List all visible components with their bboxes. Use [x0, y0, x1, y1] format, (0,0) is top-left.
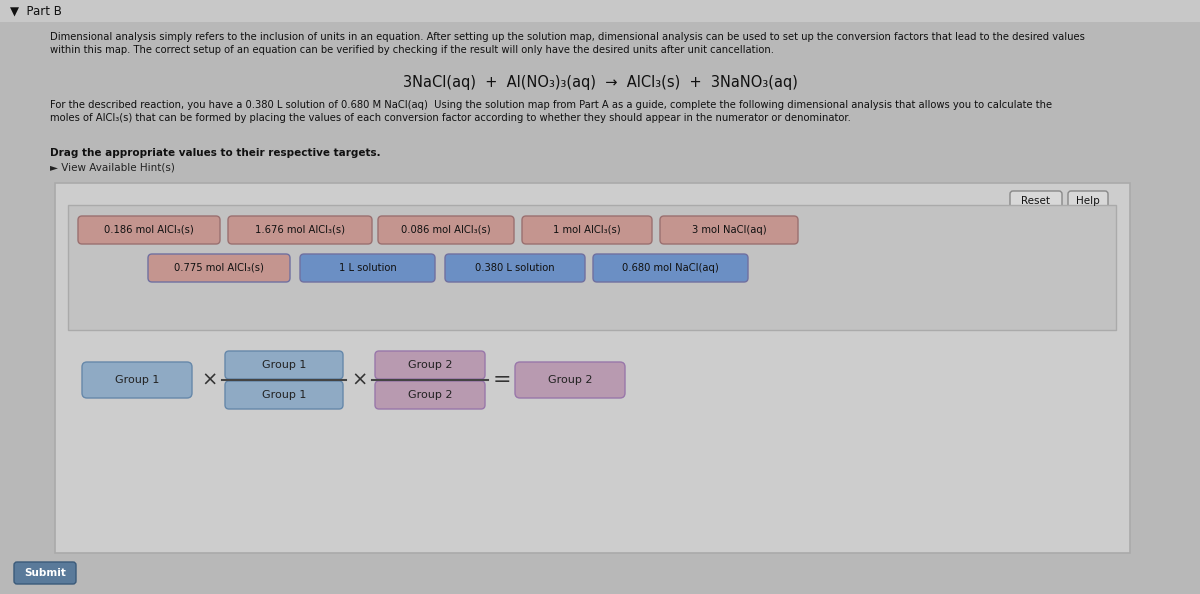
Text: 3 mol NaCl(aq): 3 mol NaCl(aq) — [691, 225, 767, 235]
FancyBboxPatch shape — [522, 216, 652, 244]
Bar — [55, 183, 1130, 553]
Text: Help: Help — [1076, 196, 1100, 206]
Text: ► View Available Hint(s): ► View Available Hint(s) — [50, 163, 175, 173]
FancyBboxPatch shape — [300, 254, 436, 282]
FancyBboxPatch shape — [78, 216, 220, 244]
FancyBboxPatch shape — [593, 254, 748, 282]
Text: ×: × — [352, 371, 368, 390]
Text: 1.676 mol AlCl₃(s): 1.676 mol AlCl₃(s) — [256, 225, 346, 235]
FancyBboxPatch shape — [1068, 191, 1108, 211]
FancyBboxPatch shape — [1010, 191, 1062, 211]
FancyBboxPatch shape — [148, 254, 290, 282]
Text: 1 L solution: 1 L solution — [338, 263, 396, 273]
FancyBboxPatch shape — [660, 216, 798, 244]
FancyBboxPatch shape — [515, 362, 625, 398]
FancyBboxPatch shape — [14, 562, 76, 584]
Text: Drag the appropriate values to their respective targets.: Drag the appropriate values to their res… — [50, 148, 380, 158]
Text: Dimensional analysis simply refers to the inclusion of units in an equation. Aft: Dimensional analysis simply refers to th… — [50, 32, 1085, 55]
Text: 0.086 mol AlCl₃(s): 0.086 mol AlCl₃(s) — [401, 225, 491, 235]
Text: 0.775 mol AlCl₃(s): 0.775 mol AlCl₃(s) — [174, 263, 264, 273]
Text: 0.380 L solution: 0.380 L solution — [475, 263, 554, 273]
FancyBboxPatch shape — [374, 381, 485, 409]
Text: Group 1: Group 1 — [262, 360, 306, 370]
Text: Group 2: Group 2 — [547, 375, 593, 385]
Text: Submit: Submit — [24, 568, 66, 578]
FancyBboxPatch shape — [228, 216, 372, 244]
Text: 0.680 mol NaCl(aq): 0.680 mol NaCl(aq) — [622, 263, 719, 273]
Text: 3NaCl(aq)  +  Al(NO₃)₃(aq)  →  AlCl₃(s)  +  3NaNO₃(aq): 3NaCl(aq) + Al(NO₃)₃(aq) → AlCl₃(s) + 3N… — [402, 75, 798, 90]
FancyBboxPatch shape — [226, 381, 343, 409]
FancyBboxPatch shape — [445, 254, 586, 282]
FancyBboxPatch shape — [226, 351, 343, 379]
Text: Group 2: Group 2 — [408, 390, 452, 400]
Text: 0.186 mol AlCl₃(s): 0.186 mol AlCl₃(s) — [104, 225, 194, 235]
Text: Reset: Reset — [1021, 196, 1050, 206]
FancyBboxPatch shape — [82, 362, 192, 398]
Text: For the described reaction, you have a 0.380 L solution of 0.680 M NaCl(aq)  Usi: For the described reaction, you have a 0… — [50, 100, 1052, 123]
Text: 1 mol AlCl₃(s): 1 mol AlCl₃(s) — [553, 225, 620, 235]
Text: =: = — [493, 370, 511, 390]
Text: Group 2: Group 2 — [408, 360, 452, 370]
Bar — [68, 205, 1116, 330]
FancyBboxPatch shape — [374, 351, 485, 379]
Text: ▼  Part B: ▼ Part B — [10, 5, 62, 17]
Text: Group 1: Group 1 — [262, 390, 306, 400]
Text: ×: × — [202, 371, 218, 390]
Bar — [0, 0, 1200, 22]
Text: Group 1: Group 1 — [115, 375, 160, 385]
FancyBboxPatch shape — [378, 216, 514, 244]
